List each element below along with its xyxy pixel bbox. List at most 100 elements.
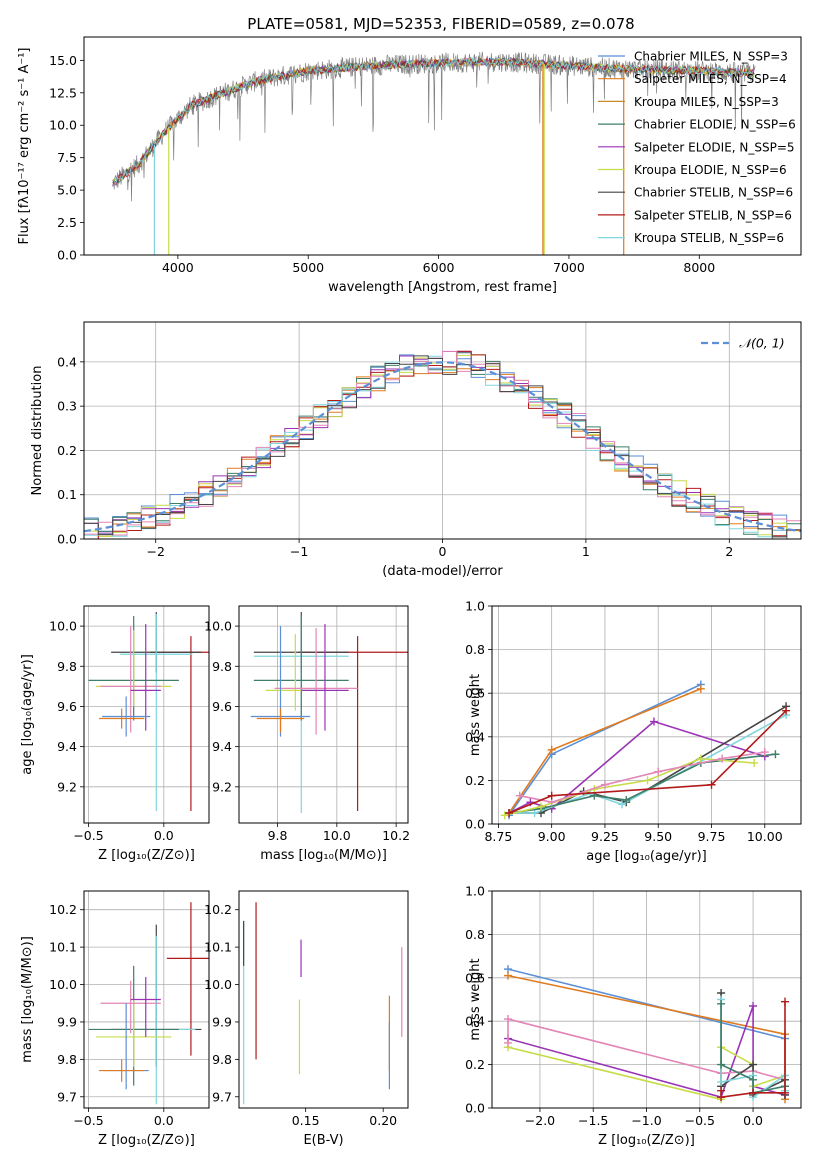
x-tick-label: 8.75 [484,829,512,844]
plus-marker [503,1015,512,1024]
y-tick-label: 9.7 [212,1089,232,1104]
y-tick-label: 10.0 [49,619,77,634]
error-bar-point [96,999,172,1067]
residuals-legend: 𝒩(0, 1) [701,336,785,351]
y-tick-label: 9.2 [57,779,77,794]
spectrum-frame [83,36,802,256]
spectrum-panel: 4000 5000 6000 7000 8000 0.0 2.5 5.0 7.5 10.0 12.5… [17,36,802,295]
y-axis-label: mass [log₁₀(M/M⊙)] [20,936,35,1063]
z_vs_weight-panel: −2.0 −1.5 −1.0 −0.5 0.0 0.0 0.2 0.4 0.6 0.8 1.0 Z [… [465,884,802,1148]
ebv_vs_mass-frame [238,890,409,1109]
error-bar-point [274,628,358,735]
z_vs_age-panel: −0.5 0.0 9.2 9.4 9.6 9.8 10.0 Z [log₁₀(Z/Z⊙)] ag… [20,605,210,863]
histogram-series [84,355,801,538]
y-tick-label: 9.6 [57,699,77,714]
y-tick-label: 0.4 [465,1014,485,1029]
y-tick-label: 0.6 [465,686,485,701]
y-tick-label: 0.4 [57,354,77,369]
x-tick-label: 1 [582,544,590,559]
plus-marker [503,1038,512,1047]
x-tick-label: 10.00 [747,829,783,844]
plus-marker [749,1060,758,1069]
x-axis-label: Z [log₁₀(Z/Z⊙)] [598,1133,695,1148]
x-axis-label: mass [log₁₀(M/M⊙)] [260,848,387,863]
legend-entry: Kroupa ELODIE, N_SSP=6 [634,163,787,177]
mass_vs_age-frame [238,605,409,824]
weight-series [500,754,759,820]
mass_vs_age-plot-area [250,612,408,813]
plus-marker [717,999,726,1008]
plus-marker [781,997,790,1006]
z_vs_age-plot-area [88,612,209,811]
y-tick-label: 7.5 [57,150,77,165]
x-tick-label: −0.5 [685,1113,715,1128]
error-bar-point [253,616,349,721]
y-tick-label: 15.0 [49,53,77,68]
x-tick-label: −0.5 [73,1113,103,1128]
error-bar-point [256,708,305,733]
y-axis-label: mass weight [468,958,483,1040]
x-tick-label: 2 [725,544,733,559]
plus-marker [717,1060,726,1069]
legend-entry: Chabrier MILES, N_SSP=3 [634,50,788,64]
series-line [508,710,787,814]
x-tick-label: 0 [439,544,447,559]
error-bar-point [103,1003,149,1090]
plus-marker [547,745,556,754]
x-tick-label: 6000 [423,260,455,275]
y-tick-label: 9.8 [212,659,232,674]
error-bar-point [96,630,172,707]
legend-entry: Chabrier STELIB, N_SSP=6 [634,186,793,200]
y-tick-label: 9.2 [212,779,232,794]
z_vs_weight-frame [491,890,802,1109]
z_vs_mass-frame [83,890,210,1109]
y-tick-label: 0.0 [465,817,485,832]
y-tick-label: 0.0 [57,532,77,547]
y-tick-label: 10.1 [49,940,77,955]
plus-marker [654,767,663,776]
y-tick-label: 9.9 [57,1014,77,1029]
series-line [519,751,765,804]
plus-marker [718,754,727,763]
x-tick-label: 10.0 [323,828,351,843]
spectrum-legend: Chabrier MILES, N_SSP=3 Salpeter MILES, N… [598,50,796,245]
age_vs_weight-plot-area [500,680,791,820]
spectrum-plot-area [112,51,756,255]
error-bar-point [130,977,161,1037]
legend-entry: Salpeter ELODIE, N_SSP=5 [634,140,795,154]
plus-marker [696,684,705,693]
y-tick-label: 10.0 [49,118,77,133]
y-tick-label: 10.0 [204,619,232,634]
series-line [509,714,787,814]
ebv_vs_mass-panel: 0.15 0.20 9.7 9.8 9.9 10.0 10.1 10.2 E(B-V) [204,890,409,1148]
y-tick-label: 0.2 [465,1057,485,1072]
series-line [509,705,787,814]
y-tick-label: 0.0 [465,1101,485,1116]
x-tick-label: −0.5 [73,828,103,843]
x-axis-label: age [log₁₀(age/yr)] [586,849,707,864]
y-axis-label: Flux [fλ10⁻¹⁷ erg cm⁻² s⁻¹ A⁻¹] [17,48,32,245]
y-tick-label: 10.0 [49,977,77,992]
legend-entry: Salpeter MILES, N_SSP=4 [634,72,787,86]
x-tick-label: 4000 [162,260,194,275]
y-axis-label: mass weight [468,674,483,756]
plus-marker [617,800,626,809]
page-title: PLATE=0581, MJD=52353, FIBERID=0589, z=0… [247,15,634,33]
x-tick-label: 0.15 [292,1113,320,1128]
series-line [508,720,766,814]
error-bar-point [166,902,209,1056]
x-tick-label: 7000 [553,260,585,275]
y-tick-label: 0.0 [57,248,77,263]
x-tick-label: 9.25 [591,829,619,844]
plus-marker [717,1077,726,1086]
spectrum-model-line [112,57,755,185]
x-axis-label: Z [log₁₀(Z/Z⊙)] [98,1133,195,1148]
y-tick-label: 9.7 [57,1089,77,1104]
spectrum-data-line [112,51,756,202]
weight-series [515,748,769,807]
series-line [507,1045,786,1101]
plus-marker [760,748,769,757]
plus-marker [643,776,652,785]
x-axis-label: (data-model)/error [382,564,503,579]
legend-entry: Kroupa MILES, N_SSP=3 [634,95,779,109]
